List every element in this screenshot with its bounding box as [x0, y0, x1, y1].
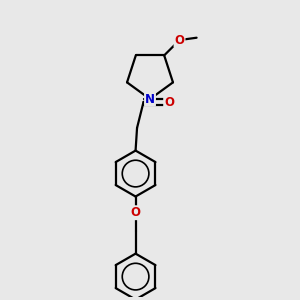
Text: O: O [164, 95, 174, 109]
Text: N: N [145, 93, 155, 106]
Text: O: O [130, 206, 141, 219]
Text: O: O [175, 34, 184, 46]
